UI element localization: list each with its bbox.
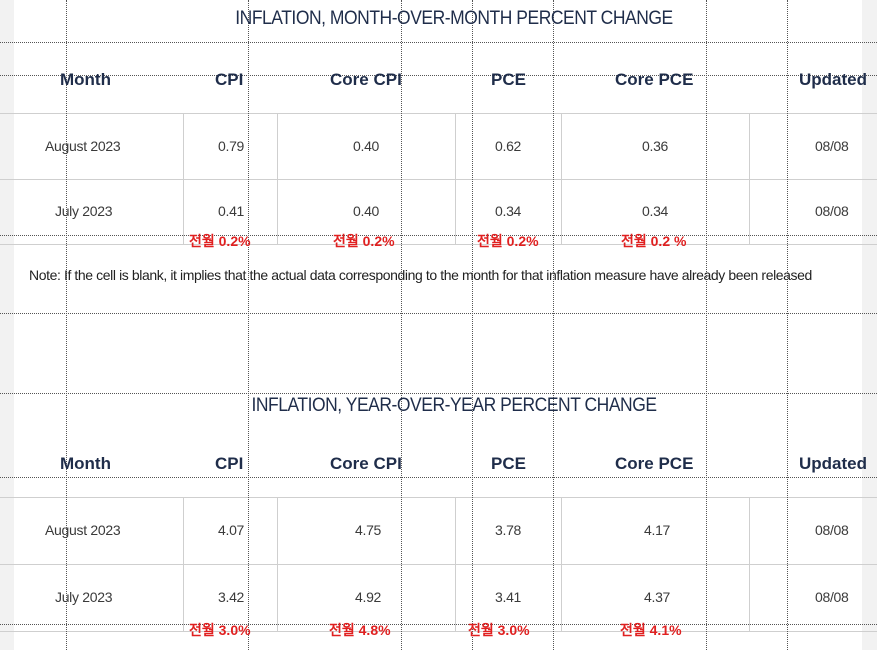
mom-table-title: INFLATION, MONTH-OVER-MONTH PERCENT CHAN… — [235, 8, 673, 29]
grid-guide — [0, 235, 877, 236]
header-cpi: CPI — [215, 70, 244, 89]
cell-pce: 0.62 — [495, 138, 522, 154]
col-divider — [561, 497, 562, 631]
header-core-pce: Core PCE — [615, 70, 694, 89]
cell-updated: 08/08 — [815, 522, 849, 538]
col-divider — [277, 113, 278, 244]
row-divider — [0, 564, 877, 565]
col-divider — [455, 497, 456, 631]
cell-pce: 0.34 — [495, 203, 522, 219]
col-divider — [561, 113, 562, 244]
col-divider — [749, 113, 750, 244]
cell-core-cpi: 4.92 — [355, 589, 382, 605]
cell-cpi: 0.79 — [218, 138, 245, 154]
prev-month-annotation: 전월 4.8% — [329, 622, 391, 638]
grid-guide — [0, 477, 877, 478]
header-core-pce: Core PCE — [615, 454, 694, 473]
grid-guide — [553, 0, 554, 650]
col-divider — [183, 113, 184, 244]
header-core-cpi: Core CPI — [330, 454, 402, 473]
cell-core-pce: 0.34 — [642, 203, 669, 219]
grid-guide — [472, 0, 473, 650]
header-month: Month — [60, 454, 111, 473]
grid-guide — [248, 0, 249, 650]
cell-pce: 3.41 — [495, 589, 522, 605]
grid-guide — [0, 42, 877, 43]
cell-core-cpi: 0.40 — [353, 203, 380, 219]
grid-guide — [0, 75, 877, 76]
cell-month: August 2023 — [45, 522, 121, 538]
cell-month: August 2023 — [45, 138, 121, 154]
header-core-cpi: Core CPI — [330, 70, 402, 89]
cell-core-cpi: 0.40 — [353, 138, 380, 154]
cell-month: July 2023 — [55, 589, 113, 605]
header-pce: PCE — [491, 70, 526, 89]
cell-core-pce: 4.37 — [644, 589, 671, 605]
cell-core-cpi: 4.75 — [355, 522, 382, 538]
cell-month: July 2023 — [55, 203, 113, 219]
prev-month-annotation: 전월 0.2% — [477, 233, 539, 249]
prev-month-annotation: 전월 3.0% — [468, 622, 530, 638]
row-divider — [0, 631, 877, 632]
cell-updated: 08/08 — [815, 203, 849, 219]
grid-guide — [0, 313, 877, 314]
content-panel — [14, 0, 862, 650]
grid-guide — [0, 393, 877, 394]
row-divider — [0, 179, 877, 180]
row-divider — [0, 113, 877, 114]
col-divider — [455, 113, 456, 244]
row-divider — [0, 497, 877, 498]
cell-cpi: 3.42 — [218, 589, 245, 605]
cell-core-pce: 4.17 — [644, 522, 671, 538]
yoy-table-title: INFLATION, YEAR-OVER-YEAR PERCENT CHANGE — [251, 395, 657, 416]
grid-guide — [401, 0, 402, 650]
cell-core-pce: 0.36 — [642, 138, 669, 154]
grid-guide — [706, 0, 707, 650]
cell-updated: 08/08 — [815, 589, 849, 605]
prev-month-annotation: 전월 0.2 % — [621, 233, 687, 249]
cell-pce: 3.78 — [495, 522, 522, 538]
prev-month-annotation: 전월 0.2% — [189, 233, 251, 249]
col-divider — [749, 497, 750, 631]
header-month: Month — [60, 70, 111, 89]
header-updated: Updated — [799, 454, 867, 473]
col-divider — [183, 497, 184, 631]
header-pce: PCE — [491, 454, 526, 473]
footnote: Note: If the cell is blank, it implies t… — [29, 267, 812, 283]
header-cpi: CPI — [215, 454, 244, 473]
col-divider — [277, 497, 278, 631]
grid-guide — [66, 0, 67, 650]
header-updated: Updated — [799, 70, 867, 89]
grid-guide — [0, 624, 877, 625]
prev-month-annotation: 전월 4.1% — [620, 622, 682, 638]
row-divider — [0, 244, 877, 245]
cell-cpi: 4.07 — [218, 522, 245, 538]
grid-guide — [787, 0, 788, 650]
prev-month-annotation: 전월 3.0% — [189, 622, 251, 638]
prev-month-annotation: 전월 0.2% — [333, 233, 395, 249]
cell-updated: 08/08 — [815, 138, 849, 154]
cell-cpi: 0.41 — [218, 203, 245, 219]
